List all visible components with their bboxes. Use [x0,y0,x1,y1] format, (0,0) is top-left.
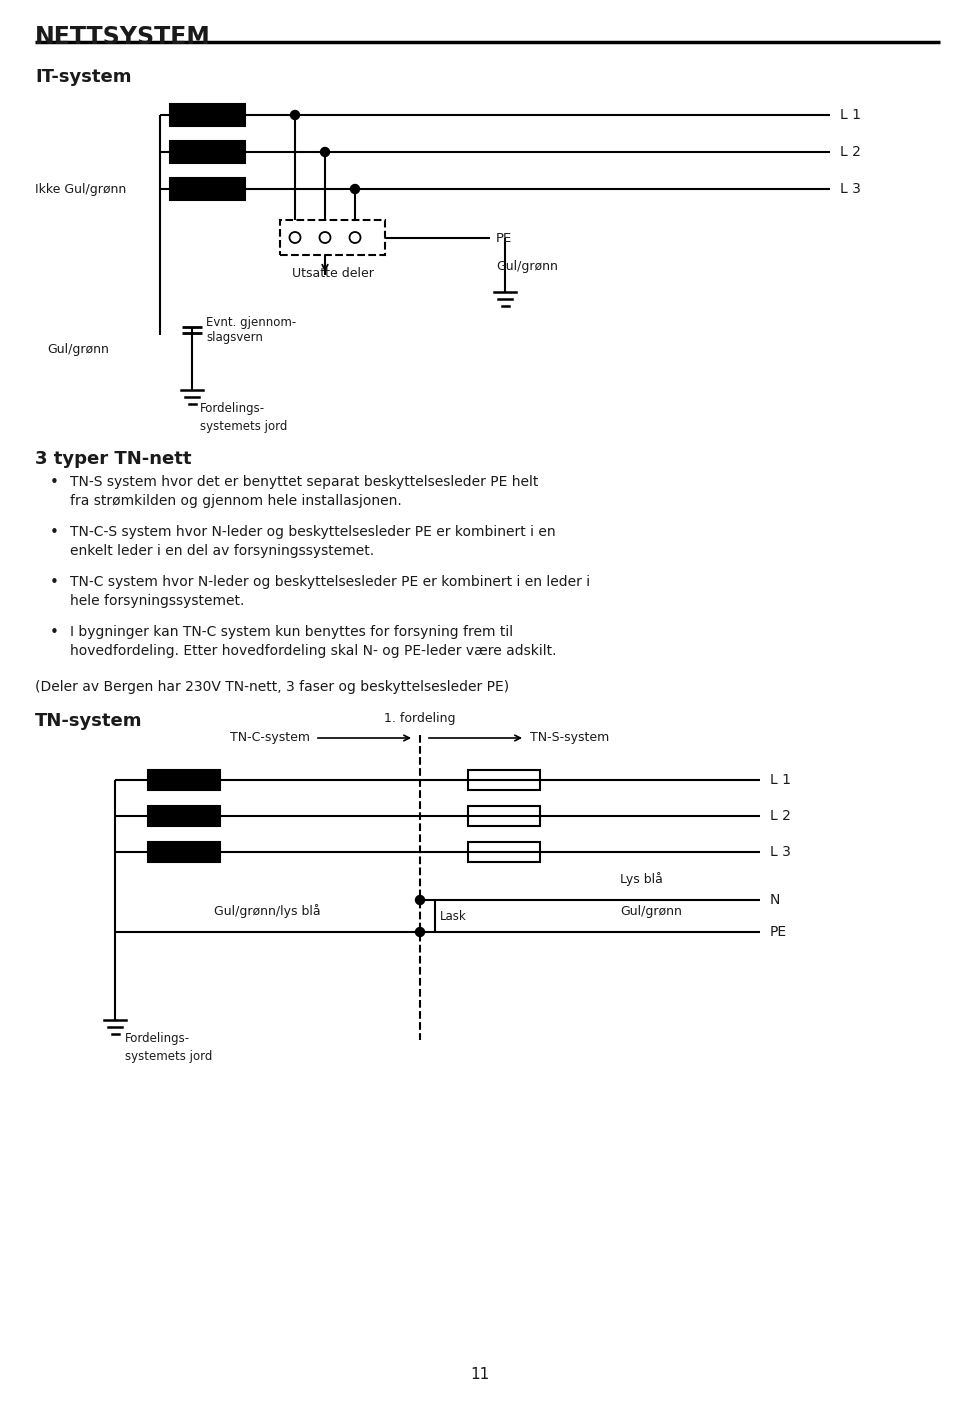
Bar [148,807,220,826]
Circle shape [321,148,329,157]
Text: (Deler av Bergen har 230V TN-nett, 3 faser og beskyttelsesleder PE): (Deler av Bergen har 230V TN-nett, 3 fas… [35,680,509,694]
Text: •: • [50,625,59,640]
Circle shape [350,185,359,193]
Text: L 3: L 3 [770,845,791,859]
Text: PE: PE [496,231,513,244]
Bar [468,842,540,862]
Circle shape [291,110,300,120]
Text: •: • [50,575,59,589]
Bar [468,807,540,826]
Text: TN-system: TN-system [35,712,142,730]
Text: TN-C system hvor N-leder og beskyttelsesleder PE er kombinert i en leder i: TN-C system hvor N-leder og beskyttelses… [70,575,590,589]
Text: systemets jord: systemets jord [125,1050,212,1063]
Text: I bygninger kan TN-C system kun benyttes for forsyning frem til: I bygninger kan TN-C system kun benyttes… [70,625,514,639]
Text: systemets jord: systemets jord [200,420,287,433]
Text: TN-C-system: TN-C-system [230,732,310,744]
Text: fra strømkilden og gjennom hele installasjonen.: fra strømkilden og gjennom hele installa… [70,493,401,508]
Text: hele forsyningssystemet.: hele forsyningssystemet. [70,594,245,608]
Text: •: • [50,525,59,540]
Text: 1. fordeling: 1. fordeling [384,712,456,725]
Text: TN-C-S system hvor N-leder og beskyttelsesleder PE er kombinert i en: TN-C-S system hvor N-leder og beskyttels… [70,525,556,539]
Text: Gul/grønn: Gul/grønn [496,259,558,274]
Text: 3 typer TN-nett: 3 typer TN-nett [35,450,191,468]
Text: PE: PE [770,925,787,939]
Text: Evnt. gjennom-
slagsvern: Evnt. gjennom- slagsvern [206,316,297,344]
Text: Utsatte deler: Utsatte deler [292,266,373,281]
Bar [148,842,220,862]
Text: hovedfordeling. Etter hovedfordeling skal N- og PE-leder være adskilt.: hovedfordeling. Etter hovedfordeling ska… [70,644,557,658]
Text: L 1: L 1 [840,109,861,123]
Text: Gul/grønn/lys blå: Gul/grønn/lys blå [214,904,321,918]
Text: 11: 11 [470,1368,490,1382]
Text: Gul/grønn: Gul/grønn [47,344,108,357]
Circle shape [416,928,424,936]
Text: N: N [770,893,780,907]
Bar [148,770,220,790]
Bar [280,220,385,255]
Text: IT-system: IT-system [35,68,132,86]
Text: Fordelings-: Fordelings- [125,1032,190,1045]
Text: Ikke Gul/grønn: Ikke Gul/grønn [35,183,127,196]
Text: Fordelings-: Fordelings- [200,402,265,415]
Text: L 2: L 2 [840,145,861,159]
Text: L 3: L 3 [840,182,861,196]
Text: TN-S system hvor det er benyttet separat beskyttelsesleder PE helt: TN-S system hvor det er benyttet separat… [70,475,539,489]
Bar [468,770,540,790]
Text: Gul/grønn: Gul/grønn [620,905,682,918]
Text: enkelt leder i en del av forsyningssystemet.: enkelt leder i en del av forsyningssyste… [70,544,374,558]
Text: NETTSYSTEM: NETTSYSTEM [35,25,211,49]
Text: Lys blå: Lys blå [620,871,662,885]
Bar [170,104,245,125]
Bar [170,178,245,200]
Circle shape [416,895,424,904]
Text: Lask: Lask [440,909,467,922]
Bar [170,141,245,164]
Text: TN-S-system: TN-S-system [530,732,610,744]
Text: L 1: L 1 [770,773,791,787]
Text: L 2: L 2 [770,809,791,823]
Text: •: • [50,475,59,491]
